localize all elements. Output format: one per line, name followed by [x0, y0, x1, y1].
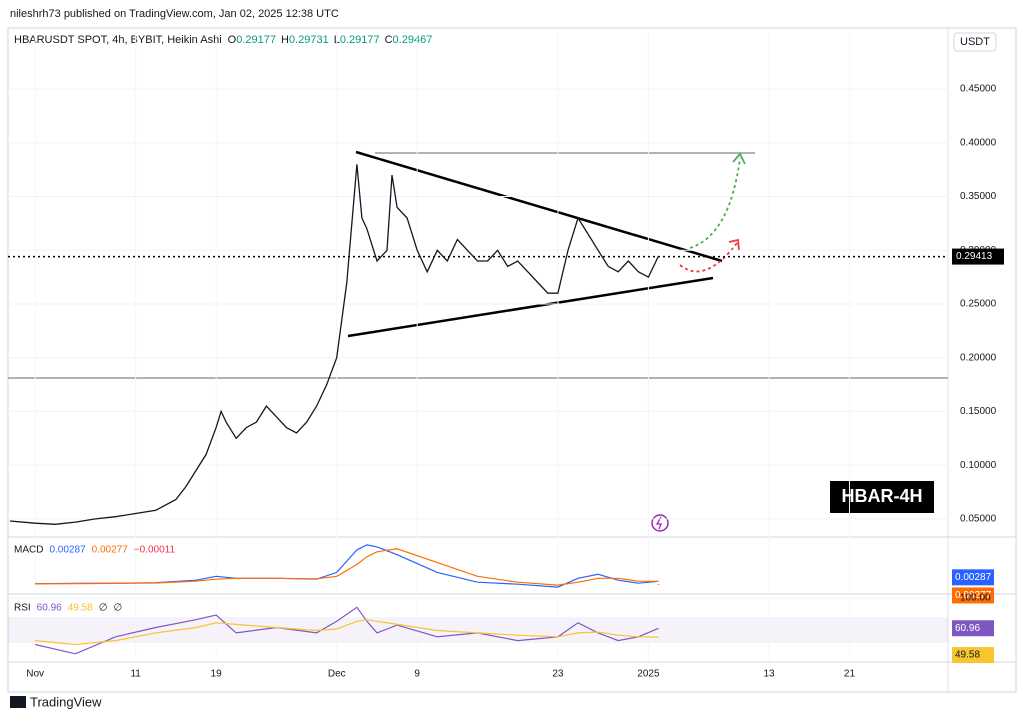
- annotation-box: [830, 481, 934, 513]
- x-tick-label: 21: [844, 669, 856, 680]
- ohlc-key: H: [281, 34, 289, 46]
- footer-brand: TradingView: [30, 694, 102, 709]
- value-badge-label: 0.00277: [955, 590, 992, 601]
- series-line: [35, 544, 659, 588]
- x-tick-label: 23: [552, 669, 564, 680]
- legend-value: 0.00277: [92, 545, 129, 556]
- legend-extra: ∅: [99, 603, 108, 614]
- annotation-text: HBAR-4H: [842, 486, 923, 506]
- y-tick-label: 0.15000: [960, 406, 997, 417]
- rsi-band: [8, 617, 948, 643]
- legend-value: −0.00011: [134, 545, 176, 556]
- value-badge: [952, 647, 994, 664]
- ohlc-value: 0.29177: [236, 34, 276, 46]
- y-tick-label: 0.20000: [960, 352, 997, 363]
- chart-frame: [7, 27, 1017, 693]
- value-badge: [952, 587, 994, 604]
- value-badge: [952, 569, 994, 586]
- ohlc-key: C: [385, 34, 393, 46]
- series-line: [35, 548, 659, 586]
- ohlc-value: 0.29177: [340, 34, 380, 46]
- ohlc-value: 0.29731: [289, 34, 329, 46]
- event-icon[interactable]: [651, 514, 669, 532]
- arrow-head: [732, 152, 746, 165]
- y-tick-label: 0.40000: [960, 137, 997, 148]
- y-tick-label: 0.10000: [960, 460, 997, 471]
- y-tick-label: 0.25000: [960, 299, 997, 310]
- published-note: nileshrh73 published on TradingView.com,…: [10, 8, 339, 20]
- pane-title: MACD: [14, 545, 43, 556]
- ohlc-value: 0.29467: [393, 34, 433, 46]
- value-badge: [952, 620, 994, 637]
- y-tick-label: 0.45000: [960, 84, 997, 95]
- value-badge-label: 49.58: [955, 650, 980, 661]
- x-tick-label: 2025: [637, 669, 660, 680]
- legend-value: 49.58: [68, 603, 93, 614]
- x-tick-label: 13: [763, 669, 775, 680]
- logo: [10, 696, 26, 708]
- bullish-projection: [689, 157, 741, 249]
- y-tick-label: 100.00: [960, 593, 991, 604]
- series-line: [34, 606, 659, 655]
- value-badge-label: 0.00287: [955, 572, 992, 583]
- arrow-head: [728, 238, 740, 251]
- legend-value: 0.00287: [49, 545, 86, 556]
- price-badge-label: 0.29413: [956, 251, 993, 262]
- x-tick-label: Nov: [26, 669, 44, 680]
- currency-label[interactable]: USDT: [960, 36, 990, 48]
- x-tick-label: 19: [211, 669, 223, 680]
- pane-title: RSI: [14, 603, 31, 614]
- value-badge-label: 60.96: [955, 623, 980, 634]
- legend-extra: ∅: [113, 603, 122, 614]
- legend-value: 60.96: [37, 603, 62, 614]
- price-badge: [952, 248, 1004, 265]
- triangle-lower: [347, 276, 714, 338]
- x-tick-label: 9: [414, 669, 420, 680]
- series-line: [9, 164, 660, 525]
- histogram-bar: [657, 584, 660, 585]
- ohlc-key: O: [228, 34, 237, 46]
- currency-button[interactable]: [953, 32, 997, 52]
- series-line: [35, 619, 659, 646]
- y-tick-label: 0.35000: [960, 191, 997, 202]
- symbol-info: HBARUSDT SPOT, 4h, BYBIT, Heikin Ashi: [14, 34, 222, 46]
- y-tick-label: 0.05000: [960, 514, 997, 525]
- x-tick-label: 11: [130, 669, 141, 680]
- event-icon-bolt: [655, 516, 662, 530]
- plot: 0.050000.100000.150000.200000.250000.300…: [8, 30, 1004, 680]
- x-tick-label: Dec: [328, 669, 346, 680]
